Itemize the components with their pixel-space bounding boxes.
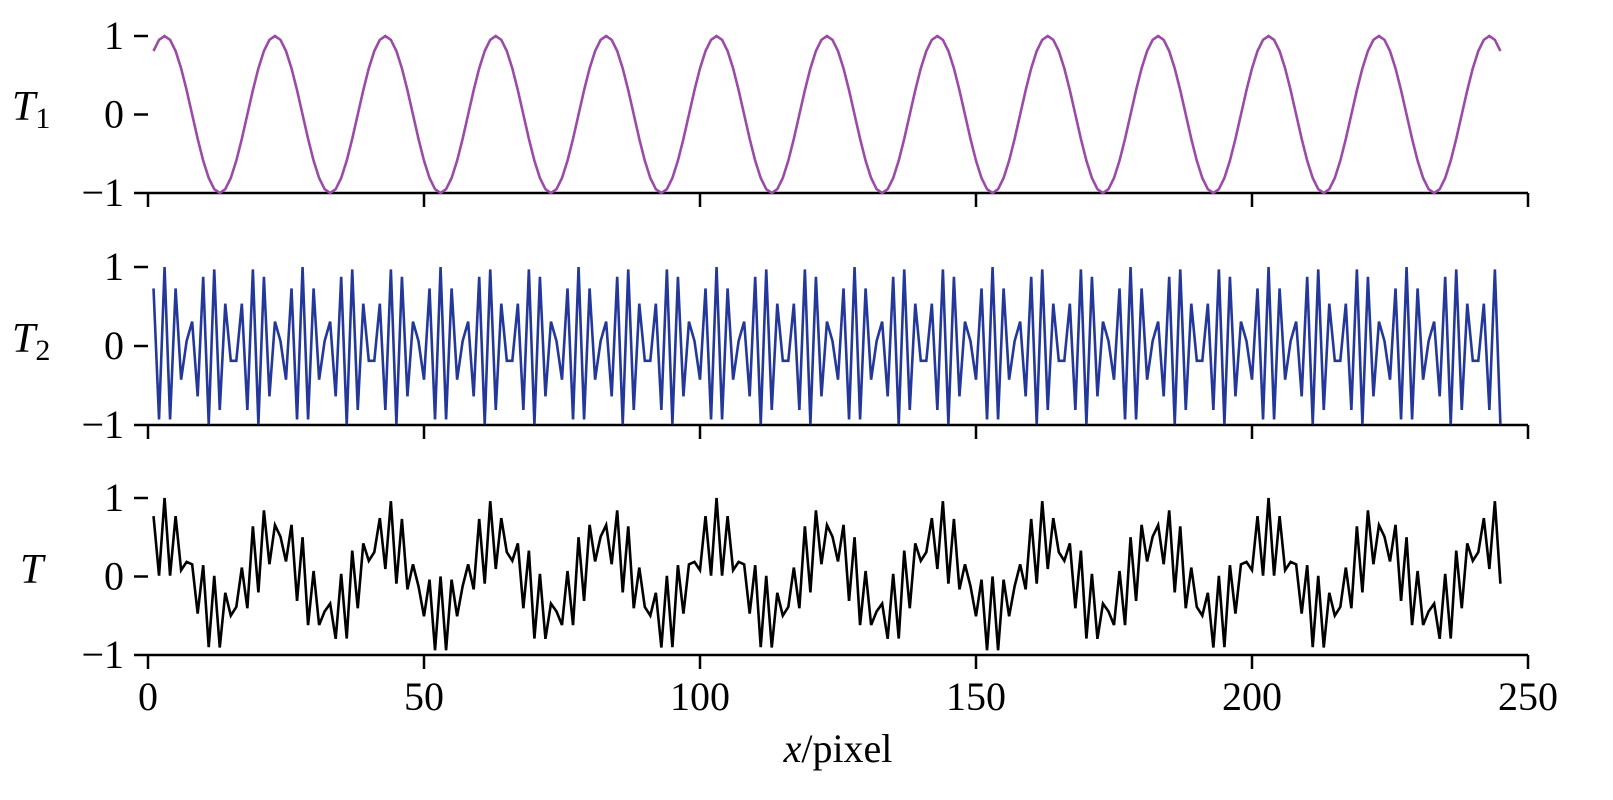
y-ticks-t: −1 0 1 [81,475,148,677]
x-ticks-t1 [146,193,1530,207]
y-tick-label: 1 [104,475,124,520]
x-ticks-t [146,655,1530,669]
x-tick-label: 150 [946,674,1006,719]
x-tick-label: 250 [1498,674,1558,719]
panel-label-t2: T2 [12,316,50,367]
x-tick-labels: 0 50 100 150 200 250 [138,674,1558,719]
x-tick-label: 0 [138,674,158,719]
series-line-t1 [152,34,1502,195]
panel-t2: T2 −1 0 1 [12,244,1530,447]
x-tick-label: 100 [670,674,730,719]
y-tick-label: 0 [104,554,124,599]
y-ticks-t1: −1 0 1 [81,13,148,215]
y-tick-label: −1 [81,632,124,677]
panel-t: T −1 0 1 [20,475,1530,677]
series-line-t2 [152,266,1502,425]
y-tick-label: 0 [104,323,124,368]
y-tick-label: 0 [104,92,124,137]
x-axis-label: x/pixel [783,726,893,771]
series-line-t [152,497,1502,651]
panel-label-t1: T1 [12,84,50,135]
panel-t1: T1 −1 0 1 [12,13,1530,215]
y-tick-label: 1 [104,13,124,58]
y-tick-label: 1 [104,244,124,289]
x-ticks-t2 [146,425,1530,439]
y-tick-label: −1 [81,170,124,215]
panel-label-t: T [20,547,46,593]
y-tick-label: −1 [81,402,124,447]
x-tick-label: 200 [1222,674,1282,719]
y-ticks-t2: −1 0 1 [81,244,148,447]
x-tick-label: 50 [404,674,444,719]
